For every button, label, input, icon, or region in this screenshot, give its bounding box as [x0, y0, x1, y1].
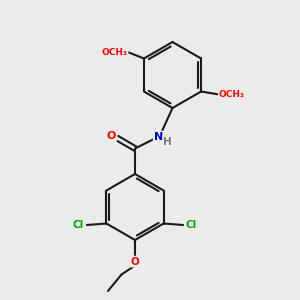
Text: OCH₃: OCH₃ [101, 48, 128, 57]
Text: Cl: Cl [73, 220, 84, 230]
Text: O: O [130, 256, 140, 267]
Text: Cl: Cl [186, 220, 197, 230]
Text: H: H [163, 136, 172, 147]
Text: OCH₃: OCH₃ [219, 90, 245, 99]
Text: N: N [154, 131, 163, 142]
Text: O: O [107, 130, 116, 141]
